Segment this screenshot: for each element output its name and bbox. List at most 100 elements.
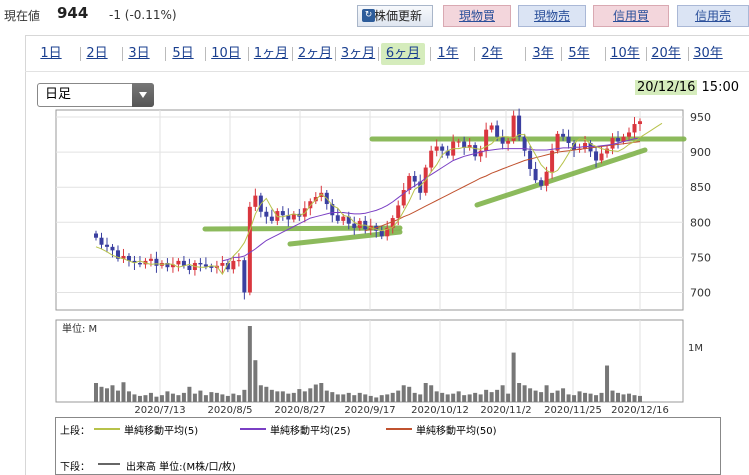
candle <box>401 190 406 206</box>
chevron-down-icon <box>132 83 154 107</box>
candle <box>484 129 489 151</box>
period-separator <box>561 47 562 61</box>
volume-unit-label: 単位: M <box>62 322 97 335</box>
volume-bar <box>231 393 236 402</box>
refresh-price-label: 株価更新 <box>374 9 423 23</box>
candle <box>170 264 175 268</box>
period-tab-13[interactable]: 10年 <box>610 46 640 61</box>
period-tab-4[interactable]: 10日 <box>211 46 241 61</box>
volume-bar <box>385 394 390 402</box>
candle <box>236 260 241 262</box>
volume-bar <box>577 391 582 402</box>
volume-bar <box>104 388 109 402</box>
period-tab-5[interactable]: 1ヶ月 <box>253 46 289 61</box>
candle <box>99 237 104 245</box>
volume-bar <box>192 393 197 402</box>
period-tab-8[interactable]: 6ヶ月 <box>381 43 425 65</box>
interval-select[interactable]: 日足 <box>37 83 154 107</box>
current-price-label: 現在値 <box>4 9 41 23</box>
period-tab-7[interactable]: 3ヶ月 <box>340 46 376 61</box>
period-tab-2[interactable]: 3日 <box>128 46 150 61</box>
as-of-date: 20/12/16 <box>635 80 698 95</box>
period-tab-6[interactable]: 2ヶ月 <box>297 46 333 61</box>
date-tick-label: 2020/11/2 <box>480 405 531 416</box>
volume-bar <box>132 394 137 402</box>
volume-bar <box>396 390 401 402</box>
candle <box>225 262 230 270</box>
current-price-value: 944 <box>57 4 89 22</box>
candle <box>352 223 357 228</box>
volume-bar <box>181 392 186 402</box>
legend-volume-label: 出来高 単位:(M株/口/枚) <box>126 462 236 473</box>
volume-bar <box>423 383 428 402</box>
period-tab-15[interactable]: 30年 <box>693 46 723 61</box>
legend-volume-swatch <box>98 463 120 465</box>
volume-bar <box>137 395 142 402</box>
volume-bar <box>555 390 560 402</box>
volume-bar <box>588 393 593 402</box>
spot-sell-button[interactable]: 現物売 <box>518 5 586 27</box>
refresh-price-button[interactable]: ↻ 株価更新 <box>357 5 433 27</box>
candle <box>220 262 225 266</box>
period-tab-1[interactable]: 2日 <box>86 46 108 61</box>
candle <box>104 244 109 247</box>
refresh-icon: ↻ <box>362 9 375 22</box>
volume-bar <box>412 392 417 402</box>
legend-ma25-label: 単純移動平均(25) <box>270 426 351 437</box>
candle <box>137 262 142 265</box>
candle <box>632 124 637 133</box>
volume-bar <box>533 390 538 402</box>
candle <box>616 138 621 142</box>
volume-bar <box>445 394 450 402</box>
volume-bar <box>286 393 291 402</box>
volume-bar <box>154 396 159 402</box>
volume-bar <box>203 395 208 402</box>
volume-bar <box>302 391 307 402</box>
volume-bar <box>467 394 472 402</box>
volume-bar <box>379 395 384 402</box>
volume-bar <box>258 385 263 402</box>
volume-bar <box>143 395 148 402</box>
candle <box>594 151 599 161</box>
volume-bar <box>462 395 467 402</box>
volume-bar <box>357 392 362 402</box>
period-tab-0[interactable]: 1日 <box>40 46 62 61</box>
volume-bar <box>269 389 274 402</box>
margin-sell-button[interactable]: 信用売 <box>677 5 749 27</box>
volume-bar <box>544 385 549 402</box>
candle <box>407 175 412 190</box>
quote-toolbar: 現在値 944 -1 (-0.11%) ↻ 株価更新 現物買 現物売 信用買 信… <box>0 0 749 32</box>
volume-bar <box>484 389 489 402</box>
period-divider <box>25 71 749 72</box>
candle <box>418 181 423 193</box>
volume-bar <box>198 390 203 402</box>
candle <box>335 215 340 221</box>
period-tab-11[interactable]: 3年 <box>532 46 554 61</box>
period-tab-12[interactable]: 5年 <box>568 46 590 61</box>
spot-buy-button[interactable]: 現物買 <box>443 5 511 27</box>
period-tab-14[interactable]: 20年 <box>651 46 681 61</box>
candle <box>456 141 461 143</box>
volume-bar <box>434 391 439 402</box>
candle <box>346 216 351 224</box>
candle <box>550 150 555 172</box>
candle <box>467 145 472 148</box>
candle <box>506 140 511 144</box>
candle <box>148 258 153 261</box>
legend-ma25-swatch <box>240 428 266 430</box>
period-tab-3[interactable]: 5日 <box>172 46 194 61</box>
period-tab-9[interactable]: 1年 <box>437 46 459 61</box>
period-separator <box>292 47 293 61</box>
period-tab-10[interactable]: 2年 <box>481 46 503 61</box>
trend-line <box>202 225 403 232</box>
volume-bar <box>170 393 175 402</box>
candle <box>583 142 588 149</box>
volume-bar <box>522 385 527 402</box>
volume-bar <box>110 385 115 402</box>
volume-bar <box>627 393 632 402</box>
volume-bar <box>610 390 615 402</box>
margin-buy-button[interactable]: 信用買 <box>593 5 669 27</box>
volume-bar <box>374 397 379 402</box>
candle <box>522 136 527 151</box>
